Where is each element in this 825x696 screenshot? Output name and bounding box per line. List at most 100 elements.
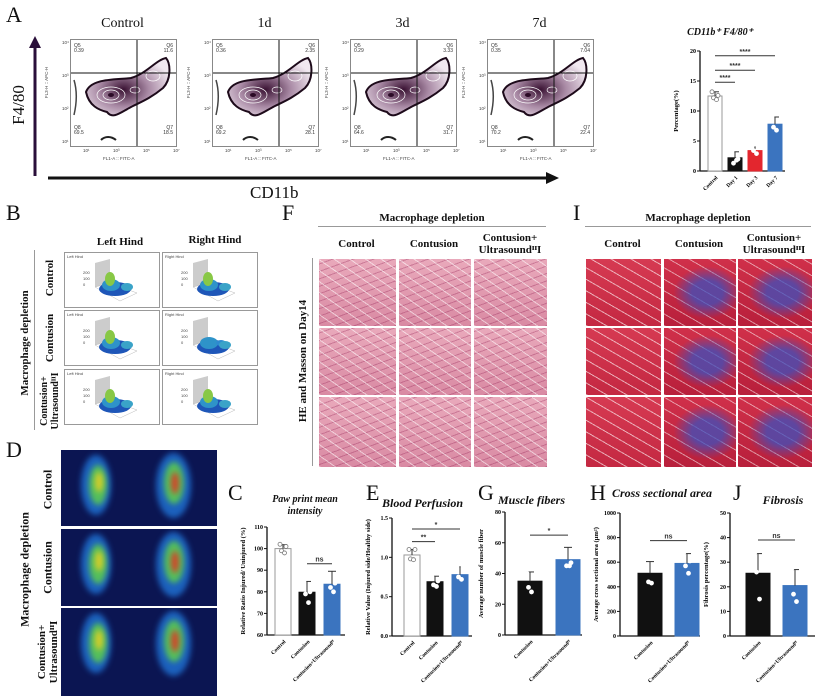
y-tick-label: 1.5 xyxy=(381,516,389,522)
z-tick: 0 xyxy=(181,282,184,287)
data-point xyxy=(771,124,776,130)
data-point xyxy=(331,589,336,595)
x-param-label: FL1-A :: FITC-A xyxy=(520,156,552,161)
y-axis-label: Average cross sectional area (μm²) xyxy=(593,527,600,622)
data-point xyxy=(434,584,439,589)
y-tick: 10¹ xyxy=(204,139,211,144)
perfusion-hotspot xyxy=(95,630,103,650)
data-point xyxy=(752,549,758,555)
x-tick: 10⁵ xyxy=(560,148,567,153)
chart-e: 0.0 0.5 1.0 1.5 Relative Value (Injured side… xyxy=(365,516,472,684)
quadrant-q6: Q6 11.6 xyxy=(164,44,173,54)
y-tick: 10¹ xyxy=(342,139,349,144)
quadrant-q8: Q8 69.5 xyxy=(74,126,84,136)
x-tick: 10⁷ xyxy=(173,148,180,153)
quadrant-name: Q5 xyxy=(74,43,81,49)
data-point xyxy=(755,145,761,151)
y-axis-label: Average number of muscle fiber xyxy=(478,529,485,618)
bar xyxy=(745,572,771,637)
quadrant-percent: 70.2 xyxy=(491,130,501,136)
bar xyxy=(426,581,444,637)
data-point xyxy=(435,578,441,584)
z-tick: 100 xyxy=(181,334,188,339)
quadrant-percent: 3.33 xyxy=(443,48,453,54)
chart-j: 0 10 20 30 40 50 Fibrosis percentage(%) Contusi… xyxy=(703,511,815,684)
x-tick: 10³ xyxy=(113,148,120,153)
y-tick: 10³ xyxy=(479,73,486,78)
z-tick: 200 xyxy=(181,328,188,333)
significance-label: **** xyxy=(740,49,751,56)
data-point xyxy=(411,557,416,563)
masson-stain-image xyxy=(663,258,737,327)
category-label: Contusion+Ultrasoundᴵᴵ xyxy=(420,640,465,685)
data-point xyxy=(326,563,332,569)
f480-arrow xyxy=(29,36,41,176)
gait-cell-label: Left Hind xyxy=(67,312,84,317)
perfusion-hotspot xyxy=(171,472,179,494)
panel-label-j: J xyxy=(733,480,742,505)
y-tick-label: 0 xyxy=(613,634,616,640)
y-tick-label: 15 xyxy=(690,79,696,85)
col-right-hind: Right Hind xyxy=(188,234,242,246)
gait-3d-plot: Left Hind 200 100 0 xyxy=(64,252,160,308)
quadrant-name: Q8 xyxy=(216,125,223,131)
i-col-contusion: Contusion xyxy=(674,238,724,250)
panel-label-b: B xyxy=(6,200,21,225)
data-point xyxy=(306,600,311,605)
bar xyxy=(451,574,469,637)
contour-density xyxy=(351,40,456,146)
category-label: Contusion xyxy=(633,640,654,661)
perfusion-hotspot xyxy=(171,551,179,573)
b-group-bracket xyxy=(34,250,35,430)
chart-h-title: Cross sectional area xyxy=(612,486,713,500)
quadrant-percent: 0.39 xyxy=(74,48,84,54)
z-tick: 100 xyxy=(181,276,188,281)
quadrant-percent: 69.2 xyxy=(216,130,226,136)
data-point xyxy=(683,563,688,569)
gait-cell-label: Left Hind xyxy=(67,371,84,376)
flow-title: 3d xyxy=(395,16,410,31)
flow-cytometry-plot: Q5 0.39 Q6 11.6 Q8 69.5 Q7 18.5 10⁴ 10³ 10² 10¹ 10¹ 1… xyxy=(44,39,180,161)
data-point xyxy=(754,151,759,157)
chart-g-title: Muscle fibers xyxy=(498,493,565,507)
quadrant-percent: 69.5 xyxy=(74,130,84,136)
y-tick: 10³ xyxy=(62,73,69,78)
he-stain-image xyxy=(398,258,472,327)
y-tick-label: 800 xyxy=(607,536,616,542)
quadrant-q6: Q6 3.33 xyxy=(443,44,453,54)
data-point xyxy=(775,118,781,124)
y-tick-label: 0 xyxy=(498,633,501,639)
y-tick-label: 20 xyxy=(495,602,501,608)
y-tick-label: 70 xyxy=(257,611,263,617)
chart-j-title: Fibrosis xyxy=(762,493,804,507)
quadrant-name: Q5 xyxy=(354,43,361,49)
f-side-bracket xyxy=(312,258,313,466)
he-stain-image xyxy=(473,327,548,396)
data-point xyxy=(460,564,466,570)
data-point xyxy=(332,580,338,586)
bar xyxy=(274,548,292,636)
x-tick: 10³ xyxy=(393,148,400,153)
y-tick-label: 20 xyxy=(720,585,726,591)
data-point xyxy=(650,565,656,571)
y-tick-label: 400 xyxy=(607,585,616,591)
y-tick: 10² xyxy=(479,106,486,111)
data-point xyxy=(524,571,530,576)
laser-doppler-image xyxy=(60,449,218,527)
y-tick: 10³ xyxy=(204,73,211,78)
masson-stain-image xyxy=(585,327,662,396)
y-tick-label: 30 xyxy=(720,560,726,566)
y-tick-label: 1.0 xyxy=(381,555,389,561)
f-col-contusion: Contusion xyxy=(409,238,459,250)
bar xyxy=(674,562,700,637)
data-point xyxy=(459,576,464,582)
quadrant-name: Q6 xyxy=(583,43,590,49)
quadrant-q6: Q6 7.04 xyxy=(580,44,590,54)
data-point xyxy=(283,544,289,549)
masson-stain-image xyxy=(737,258,813,327)
data-point xyxy=(769,114,775,120)
y-tick-label: 40 xyxy=(720,536,726,542)
category-label: Contusion+Ultrasoundᴵᴵ xyxy=(647,640,692,685)
y-axis-label: Fibrosis percentage(%) xyxy=(703,542,710,607)
